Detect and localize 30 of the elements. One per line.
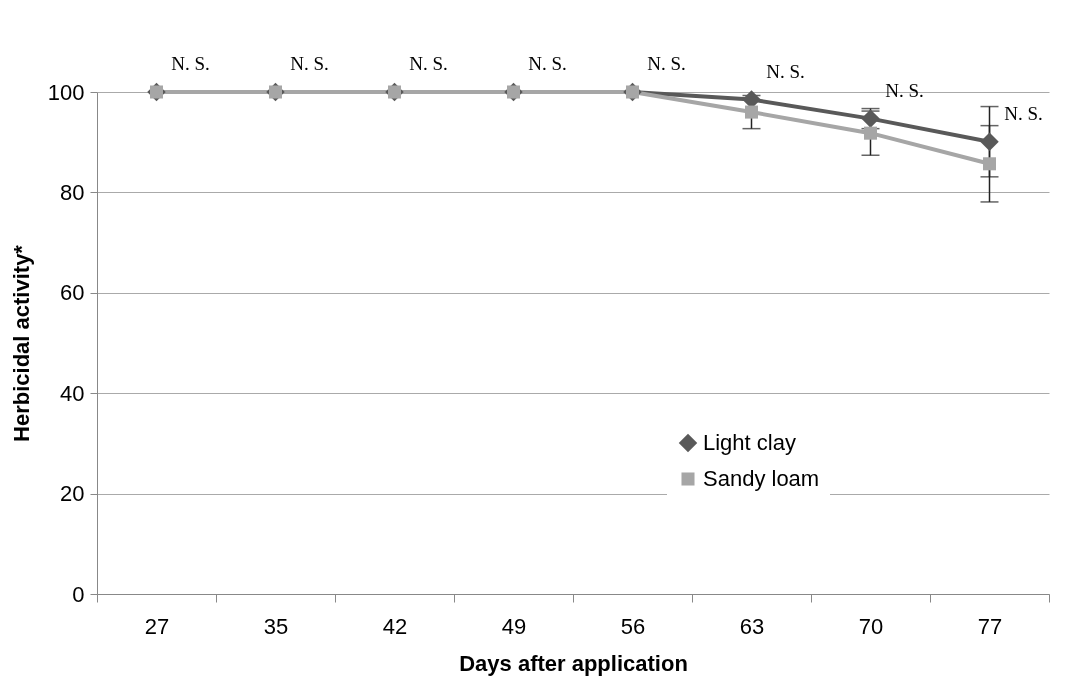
point [980,132,999,151]
annotation: N. S. [647,53,686,74]
x-tick-label: 42 [382,613,408,639]
legend-label: Sandy loam [703,466,820,491]
annotation: N. S. [171,53,210,74]
annotation: N. S. [1004,102,1043,124]
annotation: N. S. [766,60,805,82]
point [744,105,759,119]
x-tick-label: 63 [739,613,765,639]
x-tick-label: 49 [501,613,527,639]
x-tick-label: 35 [263,613,289,639]
y-axis-title: Herbicidal activity* [8,244,34,442]
x-tick-label: 56 [620,613,646,639]
y-tick-label: 60 [60,280,85,306]
point [863,126,878,140]
x-axis-title: Days after application [459,650,688,676]
y-tick-label: 0 [72,581,85,607]
x-tick-label: 70 [858,613,884,639]
legend-label: Light clay [703,430,796,455]
y-tick-label: 80 [60,179,85,205]
annotation: N. S. [528,53,567,74]
y-tick-label: 100 [47,79,85,105]
annotation: N. S. [885,79,924,101]
point [982,157,997,171]
annotation: N. S. [290,53,329,74]
x-tick-label: 27 [144,613,170,639]
y-tick-label: 20 [60,481,85,507]
x-tick-label: 77 [977,613,1003,639]
y-tick-label: 40 [60,380,85,406]
annotation: N. S. [409,53,448,74]
